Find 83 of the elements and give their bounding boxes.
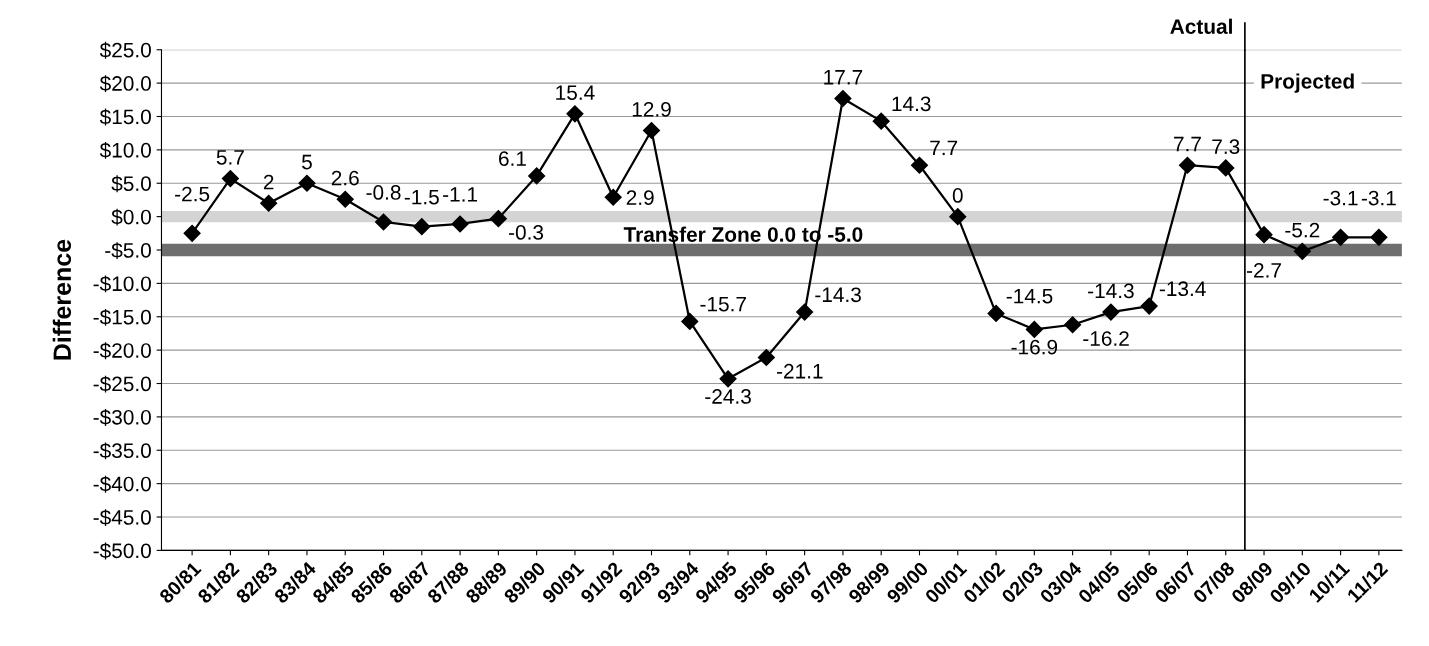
y-tick-label: -$10.0 [93, 275, 151, 293]
point [374, 213, 393, 231]
data-label: -1.5 [404, 189, 439, 205]
annotation: Projected [1261, 73, 1354, 93]
text: Actual [1170, 18, 1232, 34]
point [604, 188, 622, 206]
point [413, 218, 431, 236]
point [1217, 159, 1235, 177]
data-label: -2.5 [175, 186, 210, 202]
data-label: 0 [952, 188, 963, 203]
data-label: 6.1 [499, 151, 526, 166]
point [757, 348, 775, 367]
y-tick-label: -$20.0 [93, 342, 151, 360]
point [987, 304, 1005, 322]
y-tick-label: $15.0 [99, 108, 151, 126]
y-tick-label: $20.0 [99, 75, 151, 93]
data-label: 7.7 [930, 140, 958, 156]
point [719, 370, 737, 388]
y-tick-label: -$25.0 [93, 375, 151, 393]
point [1255, 226, 1273, 244]
data-label: 7.7 [1174, 136, 1201, 152]
point [796, 303, 814, 321]
y-tick-label: $10.0 [99, 142, 151, 159]
point [566, 105, 584, 123]
data-label: -1.1 [443, 187, 478, 202]
point [642, 121, 661, 140]
data-label: 5 [301, 154, 312, 170]
data-label: -5.2 [1285, 222, 1320, 238]
y-tick-label: -$5.0 [105, 242, 151, 259]
y-tick-label: $25.0 [99, 41, 151, 59]
y-tick-label: -$40.0 [93, 475, 151, 493]
point [451, 215, 469, 233]
point [1064, 316, 1082, 334]
point [260, 194, 278, 212]
y-tick-label: -$30.0 [93, 409, 151, 426]
data-label: 2.6 [331, 170, 359, 186]
data-label: 2.9 [626, 190, 654, 206]
data-label: -3.1 [1361, 190, 1396, 206]
point [1370, 228, 1388, 246]
y-tick-label: -$15.0 [93, 308, 151, 326]
point [336, 190, 354, 208]
point [1332, 228, 1350, 246]
data-label: -21.1 [777, 363, 823, 379]
y-tick-label: $0.0 [111, 208, 151, 226]
point [1293, 242, 1311, 260]
data-label: -14.3 [1088, 283, 1134, 299]
point [221, 170, 239, 188]
point [910, 156, 929, 174]
data-label: -0.8 [366, 185, 401, 200]
data-label: 14.3 [892, 96, 931, 112]
data-label: -14.5 [1006, 288, 1053, 304]
point [1140, 297, 1158, 315]
data-label: -16.9 [1011, 339, 1058, 355]
point [298, 174, 316, 192]
point [834, 89, 852, 108]
point [949, 208, 967, 226]
data-label: 7.3 [1212, 139, 1240, 155]
y-tick-label: -$50.0 [93, 542, 151, 560]
data-label: 17.7 [824, 70, 863, 85]
point [681, 312, 699, 330]
data-label: -16.2 [1083, 331, 1129, 346]
data-label: -13.4 [1159, 281, 1206, 297]
data-label: -2.7 [1247, 262, 1281, 278]
point [1178, 156, 1197, 174]
point [183, 224, 201, 242]
point [872, 112, 890, 130]
y-tick-label: $5.0 [111, 175, 151, 193]
data-label: -0.3 [509, 225, 544, 240]
data-label: -3.1 [1323, 190, 1358, 206]
data-label: 2 [263, 174, 274, 190]
data-label: 15.4 [556, 85, 595, 100]
y-tick-label: -$45.0 [93, 509, 151, 527]
y-axis-title: Difference [52, 239, 72, 360]
data-label: -24.3 [705, 389, 751, 404]
data-label: -15.7 [700, 296, 746, 312]
point [489, 210, 507, 228]
data-label: 12.9 [632, 101, 671, 117]
data-label: 5.7 [216, 150, 244, 165]
point [1102, 303, 1120, 321]
point [1025, 320, 1043, 338]
point [528, 167, 546, 185]
y-tick-label: -$35.0 [93, 442, 151, 460]
data-label: -14.3 [815, 287, 861, 303]
